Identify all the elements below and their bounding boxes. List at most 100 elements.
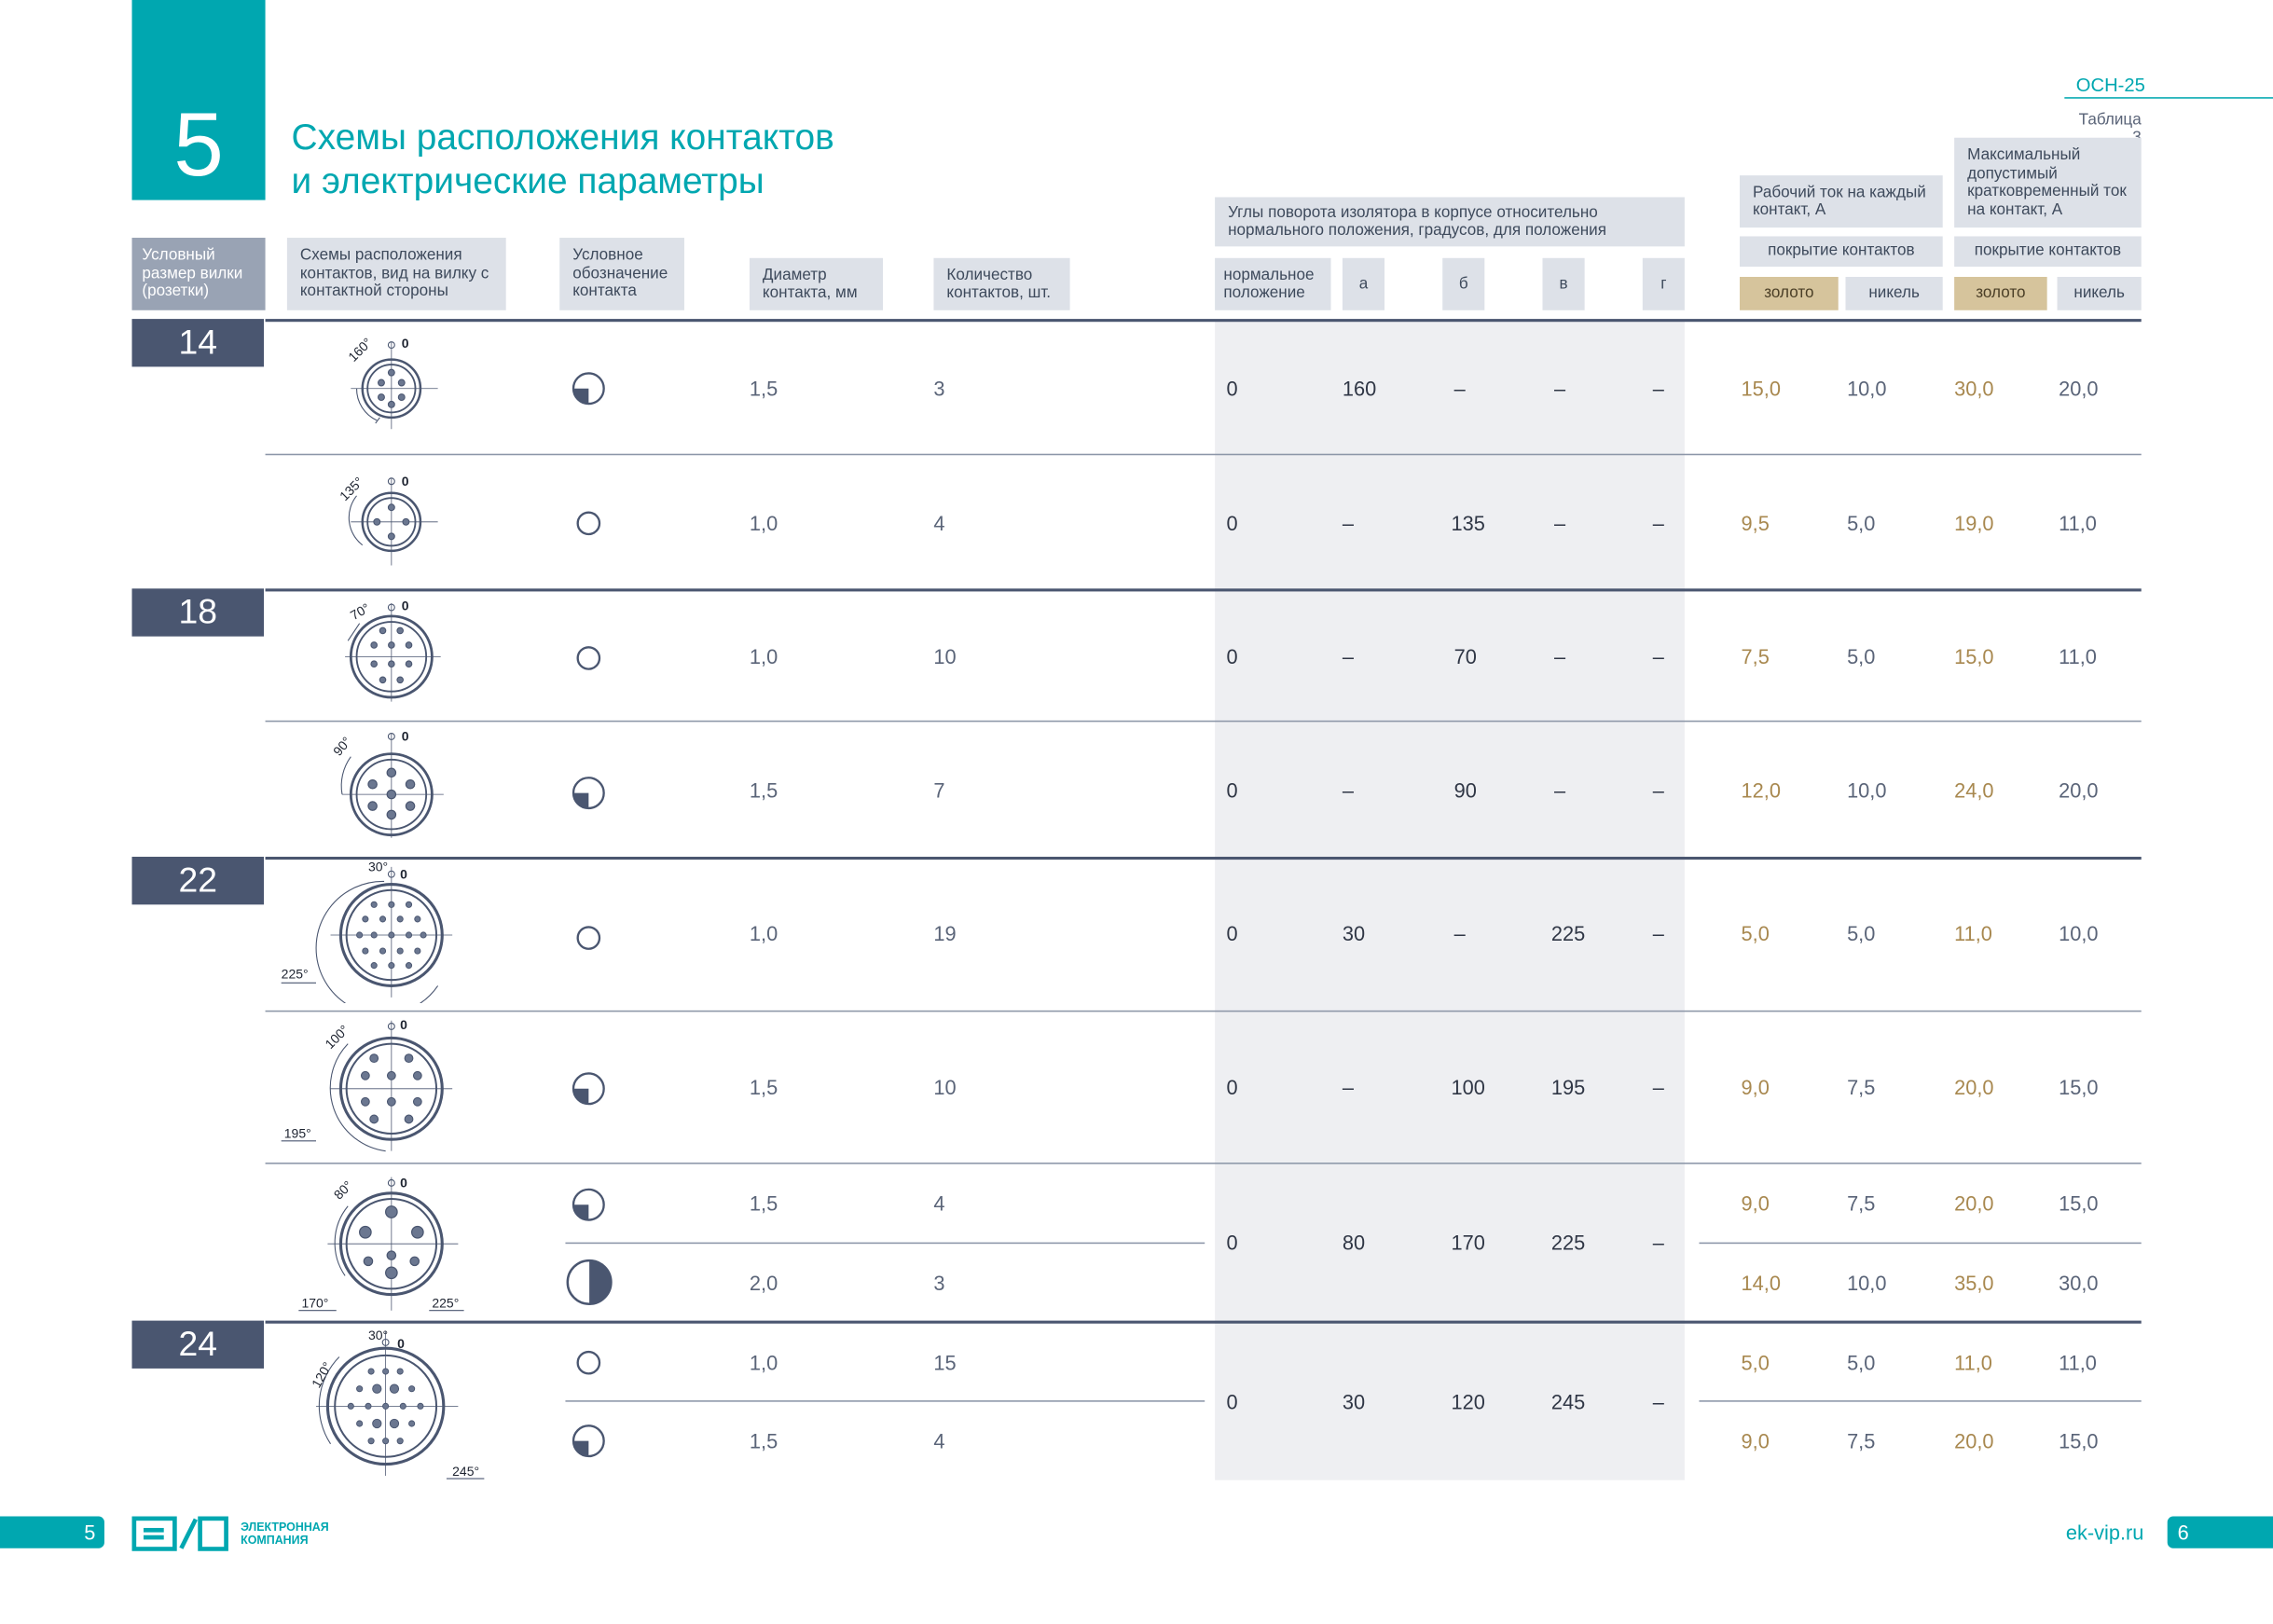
diagram-angle-label: 30° xyxy=(368,1328,388,1342)
cell-max-nickel: 11,0 xyxy=(2059,644,2097,668)
cell-pos-g: – xyxy=(1652,1075,1664,1099)
cell-pos-b: – xyxy=(1453,377,1466,401)
cell-max-nickel: 20,0 xyxy=(2059,377,2099,401)
header-nickel-work: никель xyxy=(1845,277,1943,310)
diagram-angle-label: 160° xyxy=(345,335,375,365)
cell-max-nickel: 30,0 xyxy=(2059,1271,2099,1295)
header-nickel-max: никель xyxy=(2057,277,2142,310)
cell-pos-b: 120 xyxy=(1451,1390,1485,1414)
page-title-line2: и электрические параметры xyxy=(291,160,765,202)
cell-count: 19 xyxy=(933,921,957,945)
contact-scheme-diagram: 0 160° xyxy=(345,335,438,430)
cell-max-nickel: 11,0 xyxy=(2059,511,2097,535)
cell-max-gold: 20,0 xyxy=(1954,1075,1994,1099)
cell-normal: 0 xyxy=(1226,1390,1238,1414)
contact-icon-empty xyxy=(576,646,601,670)
cell-max-nickel: 10,0 xyxy=(2059,921,2099,945)
cell-max-gold: 24,0 xyxy=(1954,778,1994,802)
diagram-angle-label: 135° xyxy=(337,474,366,503)
cell-pos-g: – xyxy=(1652,921,1664,945)
cell-pos-g: – xyxy=(1652,778,1664,802)
cell-count: 4 xyxy=(933,1429,945,1453)
cell-pos-v: 195 xyxy=(1550,1075,1586,1099)
cell-max-gold: 20,0 xyxy=(1954,1191,1994,1216)
cell-max-gold: 35,0 xyxy=(1954,1271,1994,1295)
cell-normal: 0 xyxy=(1226,1231,1238,1255)
header-diameter: Диаметр контакта, мм xyxy=(749,257,883,310)
contact-icon-empty xyxy=(576,926,601,950)
contact-scheme-diagram: 0 80° 170° 225° xyxy=(298,1176,464,1312)
doc-code-underline xyxy=(2064,97,2273,99)
cell-pos-a: – xyxy=(1342,511,1355,535)
header-coating-work: покрытие контактов xyxy=(1739,236,1943,268)
cell-count: 15 xyxy=(933,1351,957,1375)
cell-max-gold: 11,0 xyxy=(1954,1351,1992,1375)
cell-count: 7 xyxy=(933,778,945,802)
diagram-angle-label: 100° xyxy=(322,1022,351,1052)
cell-pos-b: 135 xyxy=(1451,511,1485,535)
diagram-zero-label: 0 xyxy=(402,336,409,351)
footer-page-left: 5 xyxy=(84,1521,96,1545)
cell-max-gold: 30,0 xyxy=(1954,377,1994,401)
size-label-22: 22 xyxy=(131,857,265,905)
header-work-current: Рабочий ток на каждый контакт, А xyxy=(1739,175,1943,228)
diagram-angle-label: 225° xyxy=(432,1296,459,1311)
rule-subrow xyxy=(565,1400,1205,1402)
website-link[interactable]: ek-vip.ru xyxy=(2065,1521,2144,1545)
cell-pos-g: – xyxy=(1652,1390,1664,1414)
cell-work-gold: 7,5 xyxy=(1741,644,1770,668)
company-name-line2: КОМПАНИЯ xyxy=(241,1534,309,1548)
cell-max-gold: 11,0 xyxy=(1954,921,1992,945)
cell-work-nickel: 10,0 xyxy=(1847,778,1887,802)
cell-work-nickel: 7,5 xyxy=(1847,1075,1876,1099)
company-name-line1: ЭЛЕКТРОННАЯ xyxy=(241,1521,329,1535)
cell-diameter: 1,0 xyxy=(749,1351,778,1375)
cell-pos-a: – xyxy=(1342,778,1355,802)
header-designation: Условное обозначение контакта xyxy=(559,238,684,310)
cell-max-nickel: 15,0 xyxy=(2059,1191,2099,1216)
cell-count: 10 xyxy=(933,1075,957,1099)
cell-max-nickel: 11,0 xyxy=(2059,1351,2097,1375)
size-label-14: 14 xyxy=(131,319,265,367)
cell-work-gold: 5,0 xyxy=(1741,1351,1770,1375)
cell-work-nickel: 10,0 xyxy=(1847,1271,1887,1295)
cell-max-gold: 19,0 xyxy=(1954,511,1994,535)
diagram-angle-label: 170° xyxy=(301,1296,328,1311)
header-count: Количество контактов, шт. xyxy=(933,257,1070,310)
cell-work-gold: 9,0 xyxy=(1741,1429,1770,1453)
cell-pos-g: – xyxy=(1652,511,1664,535)
cell-work-gold: 9,0 xyxy=(1741,1191,1770,1216)
header-coating-max: покрытие контактов xyxy=(1954,236,2142,268)
cell-normal: 0 xyxy=(1226,921,1238,945)
cell-count: 3 xyxy=(933,1271,945,1295)
header-gold-work: золото xyxy=(1739,277,1839,310)
cell-pos-b: 100 xyxy=(1451,1075,1485,1099)
cell-max-gold: 15,0 xyxy=(1954,644,1994,668)
contact-icon-quarter xyxy=(572,777,605,810)
rule-row xyxy=(265,453,2142,456)
header-normal: нормальное положение xyxy=(1215,257,1331,310)
footer-page-left-bar xyxy=(0,1516,104,1548)
cell-work-gold: 12,0 xyxy=(1741,778,1781,802)
company-name: ЭЛЕКТРОННАЯ КОМПАНИЯ xyxy=(241,1521,329,1547)
cell-count: 4 xyxy=(933,511,945,535)
header-pos-b: б xyxy=(1442,257,1485,310)
cell-diameter: 2,0 xyxy=(749,1271,778,1295)
doc-code: ОСН-25 xyxy=(2075,74,2145,96)
diagram-zero-label: 0 xyxy=(400,1176,407,1190)
rule-row xyxy=(265,1163,2142,1164)
diagram-angle-label: 245° xyxy=(452,1464,479,1479)
cell-work-gold: 15,0 xyxy=(1741,377,1781,401)
rule-section xyxy=(265,588,2142,591)
cell-pos-v: – xyxy=(1553,644,1566,668)
cell-pos-v: 245 xyxy=(1550,1390,1586,1414)
cell-work-gold: 9,5 xyxy=(1741,511,1770,535)
header-pos-a: а xyxy=(1342,257,1385,310)
header-pos-g: г xyxy=(1642,257,1685,310)
cell-pos-a: 30 xyxy=(1342,1390,1366,1414)
footer-page-right-bar xyxy=(2167,1516,2273,1548)
cell-pos-b: 70 xyxy=(1453,644,1477,668)
header-scheme: Схемы расположения контактов, вид на вил… xyxy=(286,238,506,310)
cell-work-nickel: 5,0 xyxy=(1847,644,1876,668)
